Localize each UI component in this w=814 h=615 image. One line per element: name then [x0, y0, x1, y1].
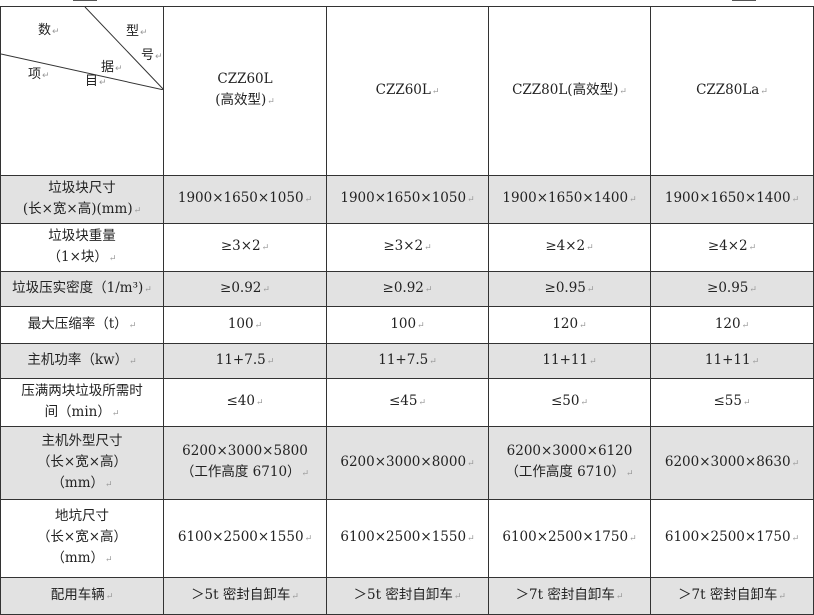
row-label: 垃圾块重量 （1×块） — [0, 223, 164, 272]
value-cell: 6100×2500×1750 — [488, 499, 651, 578]
value-cell: ≥0.92 — [326, 271, 489, 307]
table-row: 最大压缩率（t）100100120120 — [0, 306, 814, 344]
row-label: 主机外型尺寸 （长×宽×高） （mm） — [0, 426, 164, 500]
row-label: 垃圾块尺寸 (长×宽×高)(mm) — [0, 175, 164, 224]
table-row: 主机外型尺寸 （长×宽×高） （mm）6200×3000×5800 （工作高度 … — [0, 426, 814, 500]
table-row: 垃圾块尺寸 (长×宽×高)(mm)1900×1650×10501900×1650… — [0, 175, 814, 224]
corner-label: 项 — [28, 64, 50, 87]
table-row: 压满两块垃圾所需时 间（min）≤40≤45≤50≤55 — [0, 378, 814, 427]
row-label: 配用车辆 — [0, 577, 164, 615]
value-cell: 120 — [488, 306, 651, 344]
value-cell: ＞5t 密封自卸车 — [326, 577, 489, 615]
value-cell: ≥4×2 — [488, 223, 651, 272]
model-header: CZZ60L — [326, 6, 489, 176]
corner-label: 型 — [126, 21, 148, 44]
value-cell: ＞7t 密封自卸车 — [488, 577, 651, 615]
row-label: 最大压缩率（t） — [0, 306, 164, 344]
value-cell: 11+7.5 — [326, 343, 489, 379]
model-header: CZZ60L (高效型) — [163, 6, 327, 176]
decoration-line — [732, 0, 756, 1]
row-label: 压满两块垃圾所需时 间（min） — [0, 378, 164, 427]
value-cell: 11+11 — [650, 343, 814, 379]
value-cell: 11+11 — [488, 343, 651, 379]
value-cell: ≤40 — [163, 378, 327, 427]
value-cell: 6200×3000×8000 — [326, 426, 489, 500]
value-cell: ＞7t 密封自卸车 — [650, 577, 814, 615]
value-cell: ≤45 — [326, 378, 489, 427]
value-cell: 100 — [326, 306, 489, 344]
value-cell: ≤50 — [488, 378, 651, 427]
value-cell: 1900×1650×1400 — [650, 175, 814, 224]
table-row: 主机功率（kw）11+7.511+7.511+1111+11 — [0, 343, 814, 379]
value-cell: ＞5t 密封自卸车 — [163, 577, 327, 615]
value-cell: 100 — [163, 306, 327, 344]
corner-label: 数 — [38, 20, 60, 43]
header-row: 数 型 号 据 项 目 CZZ60L (高效型) CZZ60L CZZ80L(高… — [0, 6, 814, 176]
value-cell: 1900×1650×1050 — [326, 175, 489, 224]
table-row: 配用车辆＞5t 密封自卸车＞5t 密封自卸车＞7t 密封自卸车＞7t 密封自卸车 — [0, 577, 814, 615]
model-header: CZZ80La — [650, 6, 814, 176]
value-cell: 6100×2500×1550 — [326, 499, 489, 578]
value-cell: ≥0.95 — [488, 271, 651, 307]
spec-table: 数 型 号 据 项 目 CZZ60L (高效型) CZZ60L CZZ80L(高… — [0, 6, 814, 615]
value-cell: 6100×2500×1550 — [163, 499, 327, 578]
value-cell: ≥3×2 — [163, 223, 327, 272]
decoration-line — [73, 0, 97, 1]
value-cell: 6200×3000×8630 — [650, 426, 814, 500]
diagonal-header-cell: 数 型 号 据 项 目 — [0, 6, 164, 176]
value-cell: 6100×2500×1750 — [650, 499, 814, 578]
corner-label: 目 — [85, 71, 107, 94]
value-cell: ≤55 — [650, 378, 814, 427]
table-row: 地坑尺寸 （长×宽×高） （mm）6100×2500×15506100×2500… — [0, 499, 814, 578]
table-row: 垃圾块重量 （1×块）≥3×2≥3×2≥4×2≥4×2 — [0, 223, 814, 272]
value-cell: ≥0.95 — [650, 271, 814, 307]
value-cell: ≥0.92 — [163, 271, 327, 307]
value-cell: 6200×3000×6120 （工作高度 6710） — [488, 426, 651, 500]
value-cell: 1900×1650×1050 — [163, 175, 327, 224]
value-cell: ≥3×2 — [326, 223, 489, 272]
row-label: 主机功率（kw） — [0, 343, 164, 379]
value-cell: 120 — [650, 306, 814, 344]
model-header: CZZ80L(高效型) — [488, 6, 651, 176]
value-cell: 1900×1650×1400 — [488, 175, 651, 224]
value-cell: ≥4×2 — [650, 223, 814, 272]
row-label: 地坑尺寸 （长×宽×高） （mm） — [0, 499, 164, 578]
row-label: 垃圾压实密度（1/m³) — [0, 271, 164, 307]
table-row: 垃圾压实密度（1/m³)≥0.92≥0.92≥0.95≥0.95 — [0, 271, 814, 307]
diagonal-lines — [1, 7, 164, 90]
corner-label: 号 — [141, 45, 163, 68]
value-cell: 11+7.5 — [163, 343, 327, 379]
value-cell: 6200×3000×5800 （工作高度 6710） — [163, 426, 327, 500]
